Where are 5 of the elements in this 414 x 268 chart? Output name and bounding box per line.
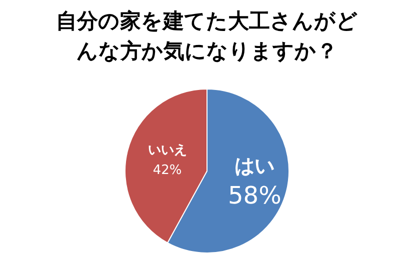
- chart-title: 自分の家を建てた大工さんがどんな方か気になりますか？: [56, 9, 358, 63]
- data-label: 58%: [228, 181, 282, 210]
- slice-label: いいえ: [148, 143, 187, 158]
- data-label: 42%: [152, 163, 182, 178]
- slice-label: はい: [234, 153, 275, 178]
